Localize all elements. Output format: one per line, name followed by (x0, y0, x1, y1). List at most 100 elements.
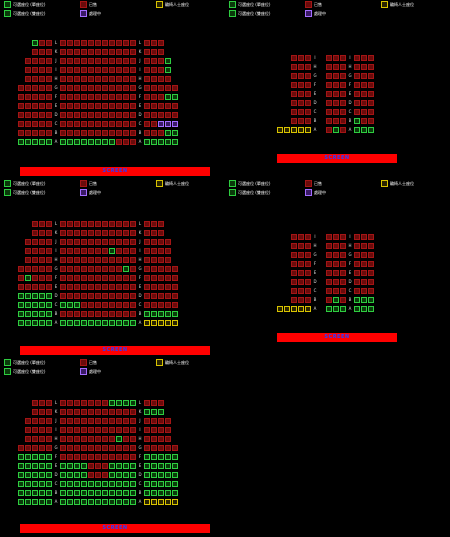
seat[interactable] (151, 409, 157, 415)
seat[interactable] (39, 499, 45, 505)
seat[interactable] (123, 499, 129, 505)
seat[interactable] (158, 454, 164, 460)
seat[interactable] (88, 139, 94, 145)
seat[interactable] (151, 454, 157, 460)
seat[interactable] (165, 499, 171, 505)
seat[interactable] (32, 463, 38, 469)
seat[interactable] (18, 499, 24, 505)
seat[interactable] (158, 463, 164, 469)
seat[interactable] (130, 499, 136, 505)
seat[interactable] (116, 481, 122, 487)
seat[interactable] (39, 139, 45, 145)
seat[interactable] (46, 463, 52, 469)
seat[interactable] (165, 67, 171, 73)
seat[interactable] (25, 320, 31, 326)
seat[interactable] (172, 130, 178, 136)
seat[interactable] (144, 472, 150, 478)
seat[interactable] (60, 320, 66, 326)
seat[interactable] (67, 472, 73, 478)
seat[interactable] (67, 481, 73, 487)
seat[interactable] (95, 139, 101, 145)
seat[interactable] (25, 311, 31, 317)
seat[interactable] (95, 499, 101, 505)
seat[interactable] (340, 306, 346, 312)
seat[interactable] (32, 302, 38, 308)
seat[interactable] (291, 306, 297, 312)
seat[interactable] (74, 481, 80, 487)
seat[interactable] (144, 409, 150, 415)
seat[interactable] (81, 499, 87, 505)
seat[interactable] (81, 481, 87, 487)
seat[interactable] (165, 58, 171, 64)
seat[interactable] (46, 481, 52, 487)
seat[interactable] (144, 139, 150, 145)
seat[interactable] (144, 463, 150, 469)
seat[interactable] (39, 311, 45, 317)
seat[interactable] (46, 302, 52, 308)
seat[interactable] (18, 293, 24, 299)
seat[interactable] (130, 472, 136, 478)
seat[interactable] (291, 127, 297, 133)
seat[interactable] (32, 293, 38, 299)
seat[interactable] (172, 454, 178, 460)
seat[interactable] (46, 490, 52, 496)
seat[interactable] (123, 481, 129, 487)
seat[interactable] (67, 499, 73, 505)
seat[interactable] (67, 463, 73, 469)
seat[interactable] (165, 454, 171, 460)
seat[interactable] (67, 302, 73, 308)
seat[interactable] (32, 499, 38, 505)
seat[interactable] (165, 472, 171, 478)
seat[interactable] (46, 454, 52, 460)
seat[interactable] (354, 306, 360, 312)
seat[interactable] (130, 463, 136, 469)
seat[interactable] (354, 127, 360, 133)
seat[interactable] (172, 472, 178, 478)
seat[interactable] (361, 297, 367, 303)
seat[interactable] (109, 499, 115, 505)
seat[interactable] (25, 275, 31, 281)
seat[interactable] (25, 463, 31, 469)
seat[interactable] (165, 490, 171, 496)
seat[interactable] (172, 121, 178, 127)
seat[interactable] (116, 472, 122, 478)
seat[interactable] (123, 320, 129, 326)
seat[interactable] (25, 490, 31, 496)
seat[interactable] (172, 320, 178, 326)
seat[interactable] (81, 463, 87, 469)
seat[interactable] (32, 490, 38, 496)
seat[interactable] (18, 490, 24, 496)
seat[interactable] (18, 481, 24, 487)
seat[interactable] (88, 499, 94, 505)
seat[interactable] (354, 118, 360, 124)
seat[interactable] (109, 472, 115, 478)
seat[interactable] (116, 490, 122, 496)
seat[interactable] (18, 311, 24, 317)
seat[interactable] (109, 139, 115, 145)
seat[interactable] (39, 293, 45, 299)
seat[interactable] (151, 463, 157, 469)
seat[interactable] (165, 94, 171, 100)
seat[interactable] (277, 306, 283, 312)
seat[interactable] (172, 499, 178, 505)
seat[interactable] (60, 490, 66, 496)
seat[interactable] (95, 490, 101, 496)
seat[interactable] (123, 266, 129, 272)
seat[interactable] (102, 499, 108, 505)
seat[interactable] (368, 297, 374, 303)
seat[interactable] (151, 139, 157, 145)
seat[interactable] (25, 139, 31, 145)
seat[interactable] (172, 94, 178, 100)
seat[interactable] (130, 490, 136, 496)
seat[interactable] (144, 311, 150, 317)
seat[interactable] (151, 481, 157, 487)
seat[interactable] (46, 293, 52, 299)
seat[interactable] (158, 121, 164, 127)
seat[interactable] (151, 320, 157, 326)
seat[interactable] (81, 320, 87, 326)
seat[interactable] (18, 454, 24, 460)
seat[interactable] (88, 490, 94, 496)
seat[interactable] (39, 320, 45, 326)
seat[interactable] (305, 306, 311, 312)
seat[interactable] (74, 472, 80, 478)
